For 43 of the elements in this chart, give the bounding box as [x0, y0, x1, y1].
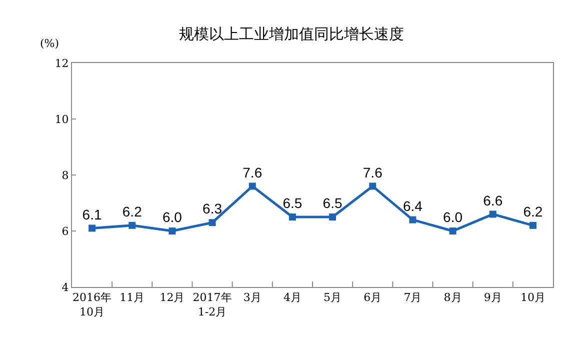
- data-label: 6.1: [82, 206, 102, 222]
- x-tick-label: 5月: [324, 291, 342, 304]
- data-label: 7.6: [242, 164, 262, 180]
- point: [128, 222, 136, 229]
- point: [329, 214, 336, 220]
- chart-title: 规模以上工业增加值同比增长速度: [179, 26, 404, 43]
- y-tick-label: 6: [62, 224, 69, 238]
- x-tick-label: 4月: [283, 291, 302, 304]
- x-tick-label: 2017年 1-2月: [192, 291, 232, 318]
- data-label: 6.0: [162, 209, 182, 226]
- data-label: 6.2: [122, 204, 142, 220]
- y-tick-label: 12: [54, 56, 69, 70]
- point: [88, 224, 96, 232]
- data-label: 7.6: [362, 164, 383, 180]
- data-label: 6.6: [483, 192, 503, 208]
- data-label: 6.2: [523, 204, 543, 220]
- y-tick-label: 10: [54, 112, 69, 126]
- x-tick-label: 8月: [444, 291, 462, 304]
- x-tick-label: 12月: [160, 291, 185, 304]
- x-tick-label: 3月: [243, 291, 262, 304]
- point: [208, 219, 216, 226]
- point: [369, 182, 376, 190]
- x-tick-label: 6月: [364, 291, 382, 304]
- y-tick-label: 8: [62, 168, 69, 182]
- point: [449, 228, 456, 234]
- x-tick-label: 9月: [484, 291, 502, 304]
- point: [248, 182, 256, 190]
- data-label: 6.5: [282, 195, 302, 212]
- point: [168, 228, 176, 234]
- point: [409, 216, 416, 224]
- x-tick-label: 11月: [120, 291, 145, 304]
- data-label: 6.0: [443, 209, 463, 226]
- data-label: 6.3: [202, 200, 222, 217]
- point: [288, 214, 296, 220]
- data-label: 6.5: [322, 195, 342, 212]
- x-tick-label: 7月: [404, 291, 422, 304]
- point: [489, 210, 496, 218]
- data-label: 6.4: [402, 198, 423, 214]
- x-tick-label: 2016年 10月: [72, 291, 112, 318]
- y-axis-title: (%): [40, 37, 60, 50]
- x-tick-label: 10月: [520, 291, 546, 304]
- y-tick-label: 4: [62, 280, 69, 294]
- point: [529, 222, 536, 229]
